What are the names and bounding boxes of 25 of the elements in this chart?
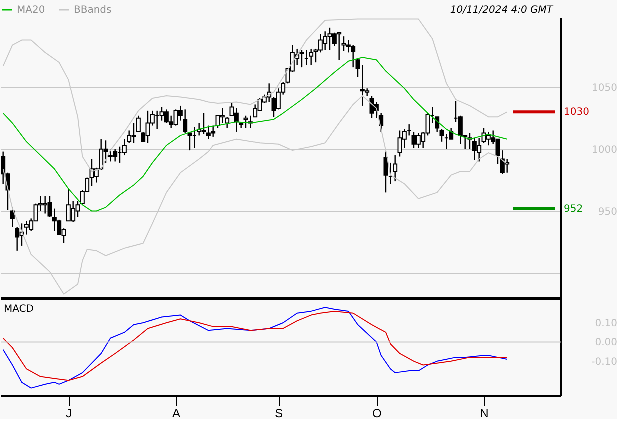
x-tick-label: J: [66, 406, 72, 420]
y-tick-label: -0.10: [592, 356, 618, 368]
candlestick: [300, 50, 304, 68]
text: 10/11/2024 4:0 GMT: [450, 5, 554, 16]
line-series: [2, 57, 508, 212]
x-tick-label: O: [372, 406, 382, 420]
x-tick-label: A: [172, 406, 181, 420]
candlestick: [188, 131, 192, 152]
ref-line-label: 1030: [564, 107, 590, 118]
candlestick: [136, 115, 141, 133]
candlestick: [309, 48, 314, 66]
y-tick-label: 0.10: [595, 318, 618, 330]
legend-label: MA20: [17, 5, 46, 16]
ref-line-label: 952: [564, 204, 584, 215]
y-tick-label: 950: [598, 206, 618, 218]
candlestick: [384, 151, 388, 194]
y-tick-label: 1000: [592, 144, 618, 156]
y-tick-label: 1050: [592, 82, 618, 94]
candlestick: [244, 115, 248, 129]
candlestick: [393, 154, 398, 182]
x-tick-label: S: [275, 406, 284, 420]
y-tick-label: 0.00: [595, 338, 618, 349]
text: MACD: [4, 304, 34, 315]
legend-label: BBands: [74, 5, 112, 16]
x-tick-label: N: [480, 406, 489, 420]
